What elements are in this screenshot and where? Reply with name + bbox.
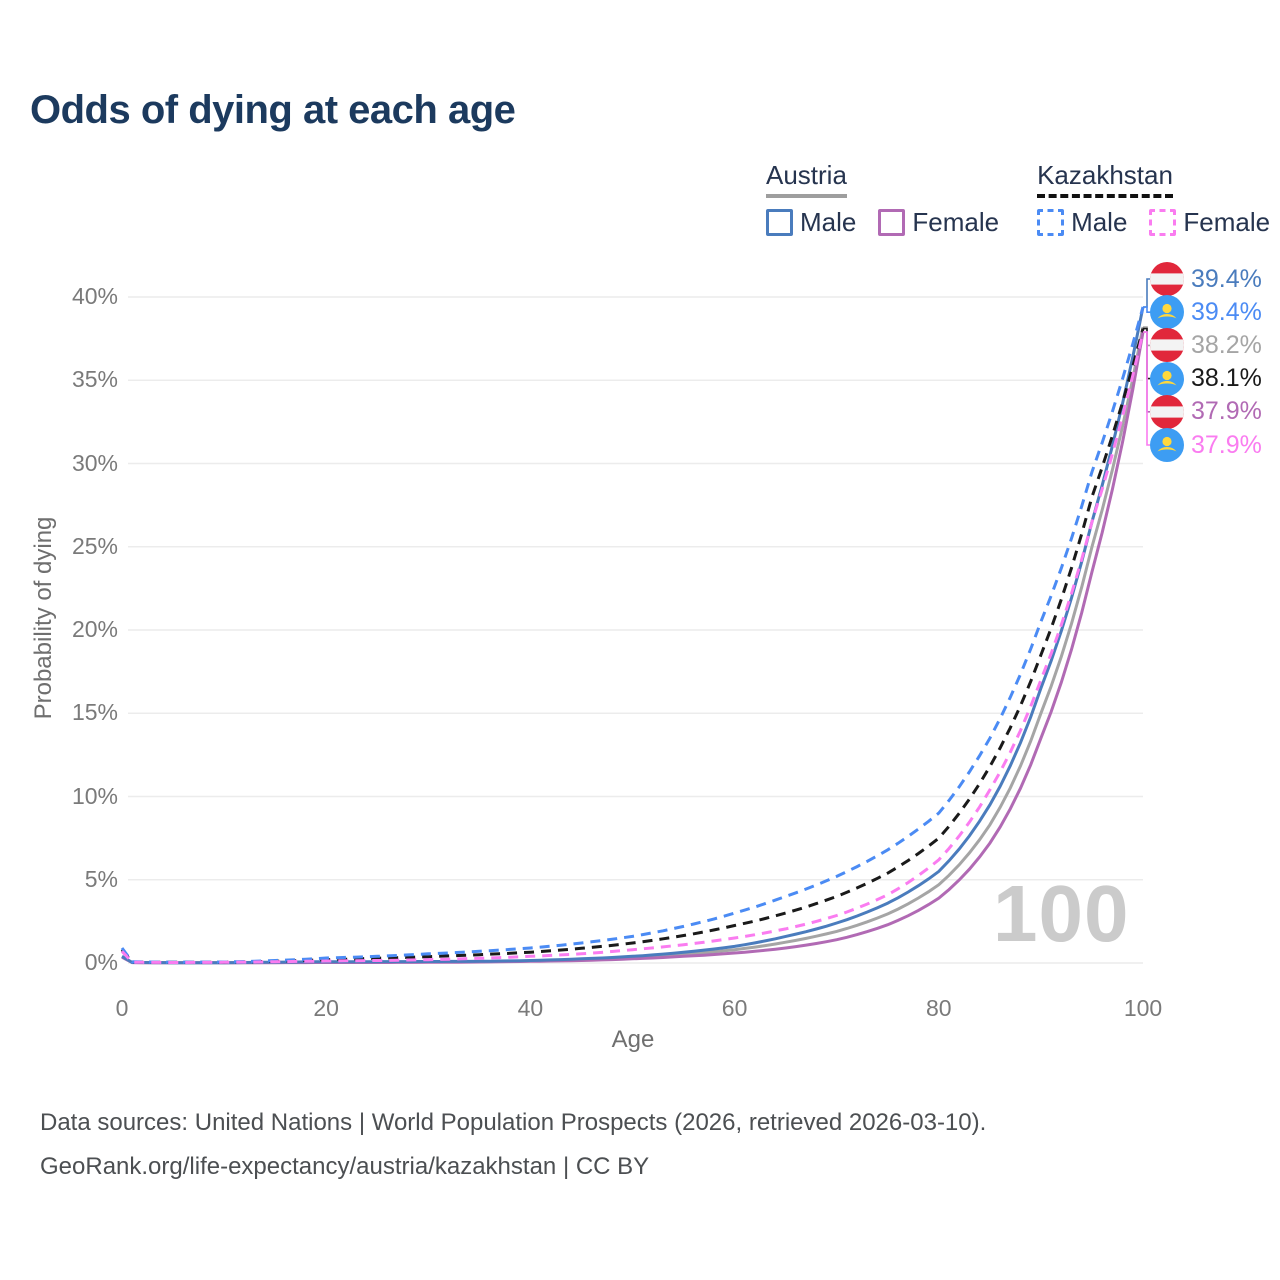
y-tick-40: 40% bbox=[71, 283, 118, 309]
attribution-line: GeoRank.org/life-expectancy/austria/kaza… bbox=[40, 1153, 650, 1180]
y-tick-20: 20% bbox=[71, 616, 118, 642]
series-line-kazakhstan-both[interactable] bbox=[120, 328, 1145, 964]
kazakhstan-female-swatch-icon bbox=[1149, 209, 1177, 236]
legend-group-kazakhstan: Kazakhstan Male Female bbox=[1037, 160, 1270, 238]
legend-header-austria: Austria bbox=[766, 160, 847, 198]
end-label-austria-male: 39.4% bbox=[1150, 262, 1262, 296]
connector-kazakhstan-male bbox=[1143, 306, 1151, 313]
gridlines bbox=[128, 296, 1143, 964]
end-label-value: 37.9% bbox=[1191, 430, 1262, 459]
series-line-kazakhstan-female[interactable] bbox=[120, 331, 1145, 964]
y-tick-0: 0% bbox=[84, 949, 118, 975]
y-tick-15: 15% bbox=[71, 699, 118, 726]
x-tick-40: 40 bbox=[517, 995, 544, 1021]
series-line-austria-both[interactable] bbox=[121, 326, 1145, 965]
legend-item-label: Male bbox=[1071, 207, 1128, 237]
kazakhstan-male-swatch-icon bbox=[1037, 209, 1065, 236]
end-label-value: 38.2% bbox=[1191, 330, 1262, 359]
end-label-austria-female: 37.9% bbox=[1150, 394, 1262, 429]
source-footer: Data sources: United Nations | World Pop… bbox=[40, 1101, 986, 1189]
legend-item-austria-male[interactable]: Male bbox=[766, 207, 856, 238]
end-label-kazakhstan-female: 37.9% bbox=[1150, 428, 1262, 462]
legend-item-kazakhstan-male[interactable]: Male bbox=[1037, 207, 1127, 238]
y-tick-30: 30% bbox=[71, 449, 118, 476]
age-watermark: 100 bbox=[993, 869, 1130, 958]
page-title: Odds of dying at each age bbox=[30, 88, 516, 132]
data-sources-line: Data sources: United Nations | World Pop… bbox=[40, 1109, 987, 1136]
x-tick-0: 0 bbox=[115, 995, 129, 1021]
series-line-austria-male[interactable] bbox=[121, 306, 1145, 965]
curves bbox=[120, 306, 1145, 965]
x-tick-100: 100 bbox=[1123, 995, 1163, 1021]
legend-item-austria-female[interactable]: Female bbox=[878, 207, 999, 238]
austria-flag-icon bbox=[1150, 394, 1184, 429]
y-tick-25: 25% bbox=[71, 532, 118, 559]
end-label-value: 38.1% bbox=[1191, 364, 1262, 393]
kazakhstan-flag-icon bbox=[1150, 361, 1184, 396]
end-label-austria-both: 38.2% bbox=[1150, 328, 1262, 363]
series-line-austria-female[interactable] bbox=[121, 331, 1145, 965]
kazakhstan-flag-icon bbox=[1150, 295, 1184, 330]
y-tick-10: 10% bbox=[71, 782, 118, 809]
austria-male-swatch-icon bbox=[766, 209, 793, 236]
kazakhstan-flag-icon bbox=[1150, 428, 1184, 462]
austria-female-swatch-icon bbox=[878, 209, 906, 236]
connector-kazakhstan-female bbox=[1143, 331, 1151, 446]
end-label-connectors bbox=[1143, 278, 1151, 446]
series-line-kazakhstan-male[interactable] bbox=[120, 306, 1145, 964]
y-tick-35: 35% bbox=[71, 366, 118, 393]
end-label-kazakhstan-both: 38.1% bbox=[1150, 361, 1262, 396]
legend-header-kazakhstan: Kazakhstan bbox=[1037, 160, 1173, 198]
y-axis-title: Probability of dying bbox=[30, 516, 57, 720]
y-tick-5: 5% bbox=[84, 865, 118, 892]
end-label-value: 37.9% bbox=[1191, 397, 1262, 426]
legend-item-label: Male bbox=[800, 207, 857, 237]
legend-item-kazakhstan-female[interactable]: Female bbox=[1149, 207, 1270, 238]
x-tick-60: 60 bbox=[721, 995, 748, 1021]
austria-flag-icon bbox=[1150, 262, 1184, 296]
end-label-value: 39.4% bbox=[1191, 264, 1262, 293]
x-axis-title: Age bbox=[611, 1026, 655, 1053]
x-tick-80: 80 bbox=[926, 995, 952, 1021]
legend-item-label: Female bbox=[1183, 207, 1271, 237]
end-label-kazakhstan-male: 39.4% bbox=[1150, 295, 1262, 330]
legend-group-austria: Austria Male Female bbox=[766, 160, 999, 238]
austria-flag-icon bbox=[1150, 328, 1184, 363]
legend: Austria Male Female Kazakhstan Male bbox=[766, 160, 1270, 238]
x-tick-20: 20 bbox=[313, 995, 339, 1021]
end-label-value: 39.4% bbox=[1191, 297, 1262, 326]
legend-item-label: Female bbox=[912, 207, 1000, 237]
